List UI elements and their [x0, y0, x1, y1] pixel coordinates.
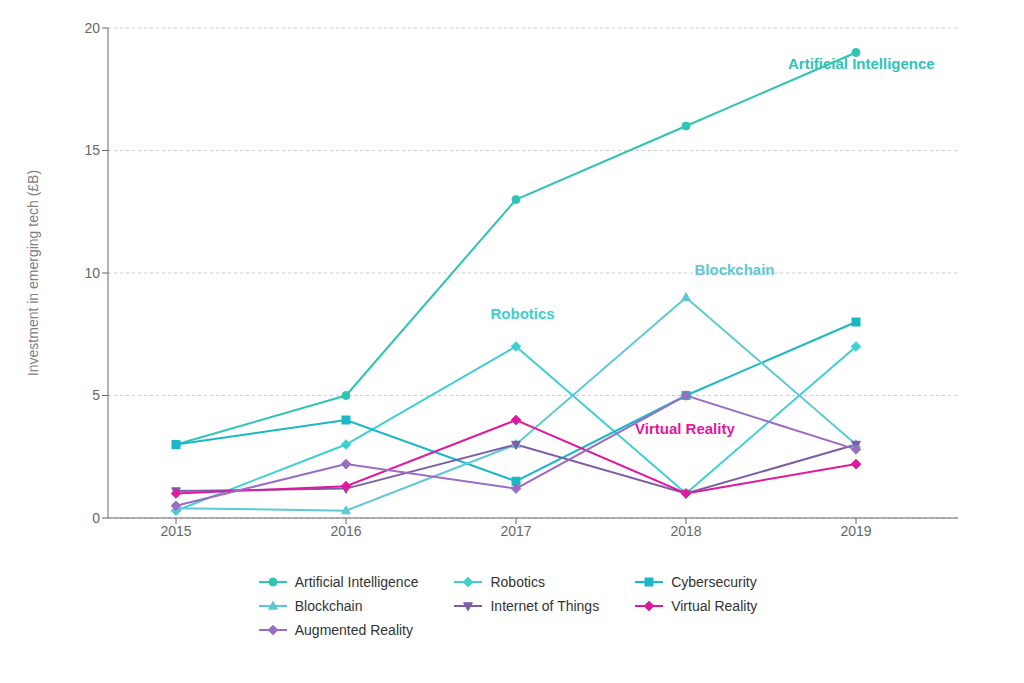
- svg-text:5: 5: [92, 387, 100, 403]
- svg-text:Robotics: Robotics: [491, 305, 555, 322]
- html-text:Cybersecurity: Cybersecurity: [671, 574, 757, 590]
- svg-text:Investment in emerging tech (£: Investment in emerging tech (£B): [25, 170, 41, 376]
- svg-text:2019: 2019: [840, 523, 871, 539]
- svg-text:Artificial Intelligence: Artificial Intelligence: [788, 55, 935, 72]
- svg-text:2016: 2016: [330, 523, 361, 539]
- html-text:Robotics: Robotics: [490, 574, 545, 590]
- html-text:Artificial Intelligence: Artificial Intelligence: [294, 574, 419, 590]
- svg-text:2017: 2017: [500, 523, 531, 539]
- svg-text:10: 10: [84, 265, 100, 281]
- svg-text:0: 0: [92, 510, 100, 526]
- svg-text:2015: 2015: [160, 523, 191, 539]
- svg-text:2018: 2018: [670, 523, 701, 539]
- svg-text:Virtual Reality: Virtual Reality: [635, 420, 735, 437]
- html-text:Virtual Reality: Virtual Reality: [671, 598, 758, 614]
- svg-text:Blockchain: Blockchain: [695, 261, 775, 278]
- html-text:Blockchain: Blockchain: [294, 598, 363, 614]
- svg-text:20: 20: [84, 20, 100, 36]
- html-text:Augmented Reality: Augmented Reality: [294, 622, 413, 638]
- html-text:Internet of Things: Internet of Things: [490, 598, 600, 614]
- svg-text:15: 15: [84, 142, 100, 158]
